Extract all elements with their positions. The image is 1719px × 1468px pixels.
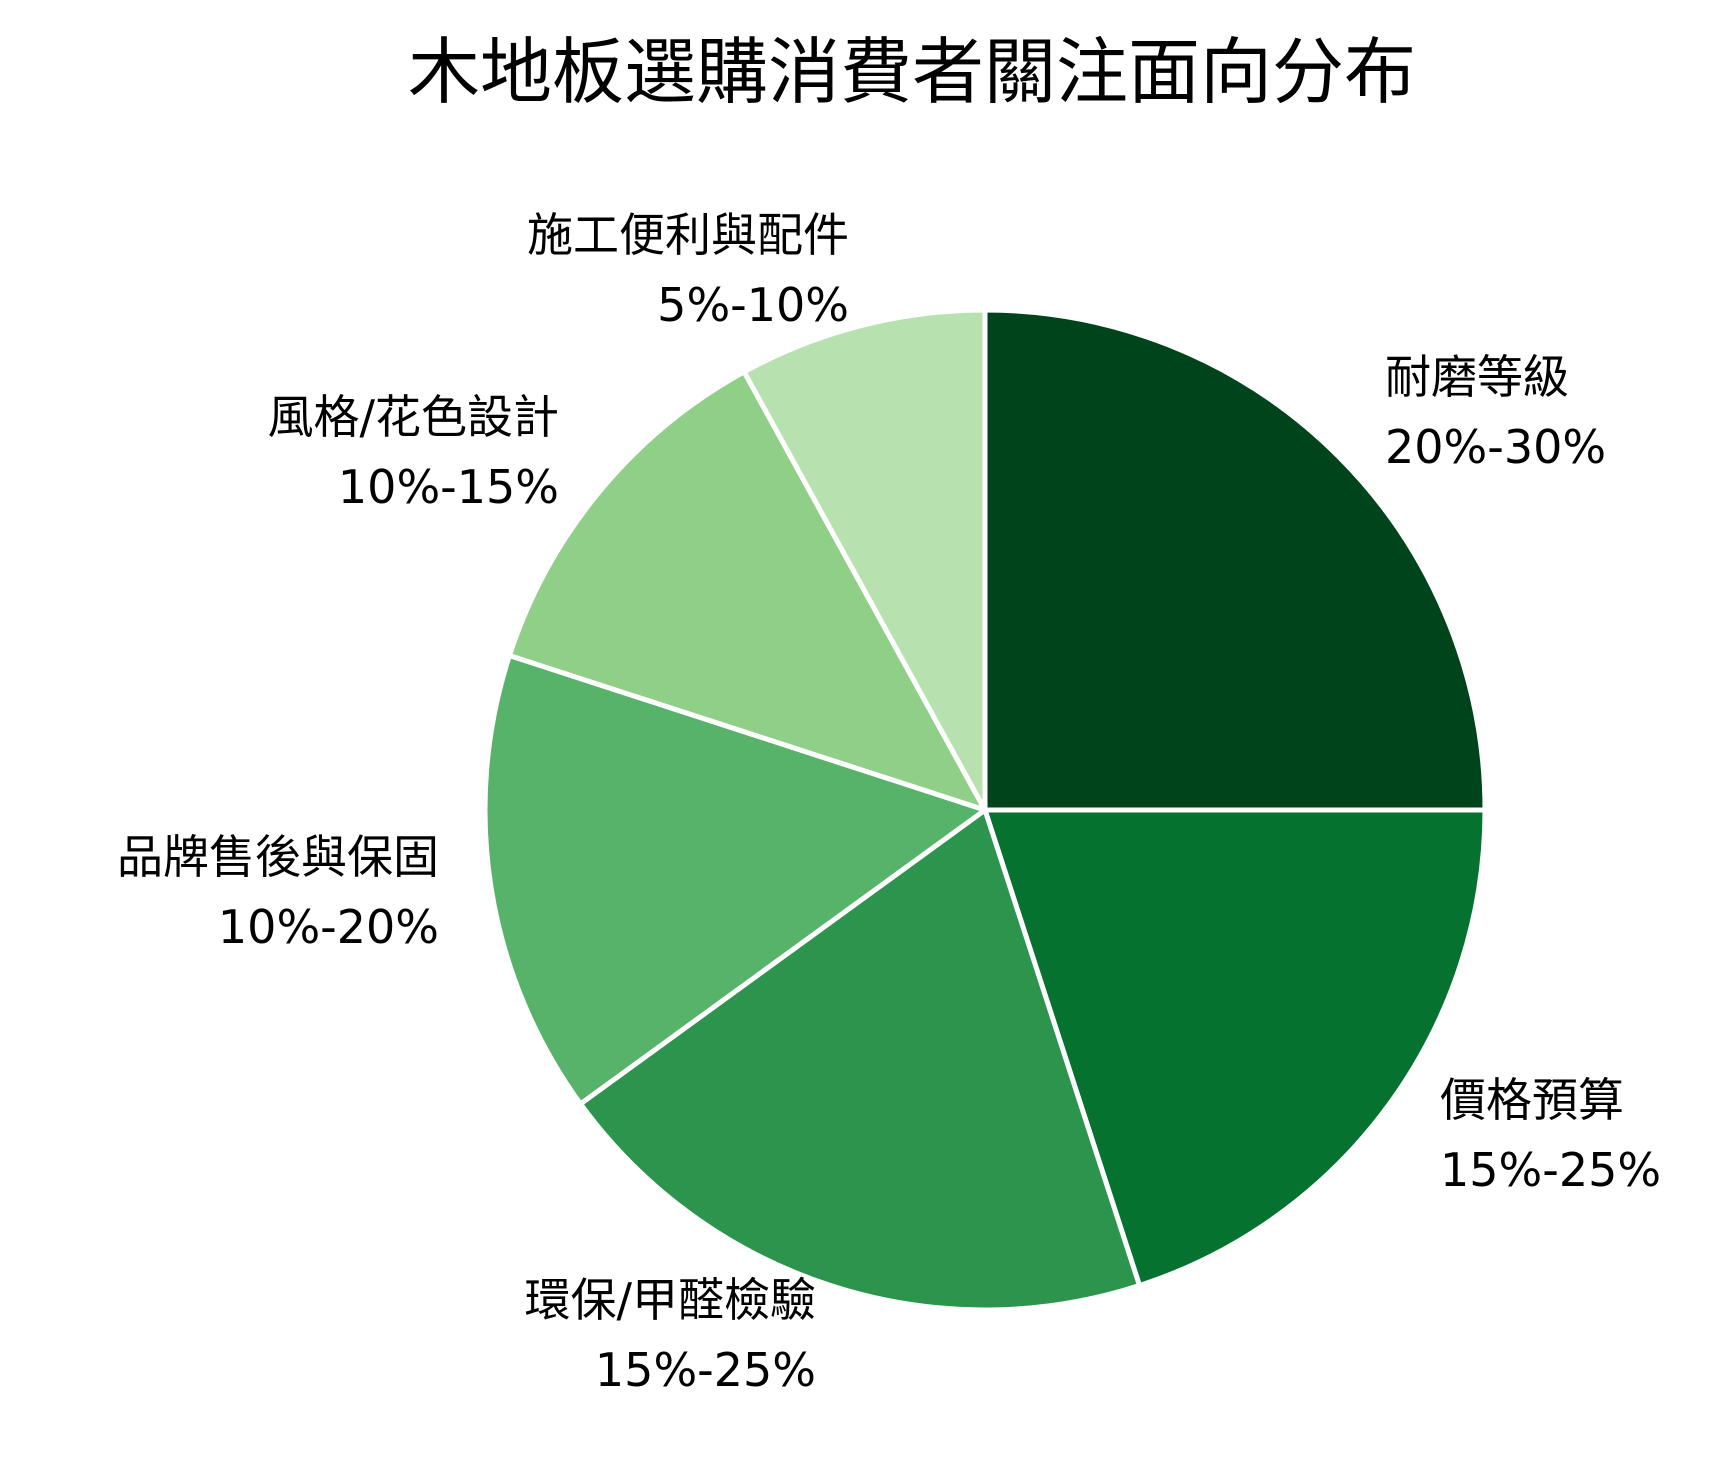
pie-slice-style [506,369,988,813]
pie-slice-brand [482,652,988,1107]
pie-slice-price [982,807,1488,1289]
chart-title: 木地板選購消費者關注面向分布 [407,30,1416,114]
slice-label-range: 15%-25% [594,1343,816,1397]
slice-label-style: 風格/花色設計 10%-15% [268,382,560,522]
slice-label-name: 環保/甲醛檢驗 [524,1273,817,1327]
pie-slice-installation [741,307,988,813]
slice-label-name: 價格預算 [1440,1073,1624,1127]
slice-label-eco: 環保/甲醛檢驗 15%-25% [525,1265,817,1405]
slice-label-brand: 品牌售後與保固 10%-20% [117,822,439,962]
slice-label-range: 10%-20% [217,900,439,954]
slice-label-range: 20%-30% [1385,420,1607,474]
slice-label-price: 價格預算 15%-25% [1440,1065,1661,1205]
slice-label-range: 10%-15% [337,460,559,514]
slice-label-name: 品牌售後與保固 [117,830,439,884]
slice-label-name: 施工便利與配件 [527,208,849,262]
slice-label-range: 15%-25% [1440,1143,1662,1197]
slice-label-name: 耐磨等級 [1385,350,1569,404]
slice-label-name: 風格/花色設計 [267,390,560,444]
slice-label-range: 5%-10% [657,278,849,332]
pie-slice-durability [982,307,1488,813]
pie-slice-eco [577,807,1143,1313]
slice-label-durability: 耐磨等級 20%-30% [1385,342,1606,482]
slice-label-installation: 施工便利與配件 5%-10% [527,200,849,340]
